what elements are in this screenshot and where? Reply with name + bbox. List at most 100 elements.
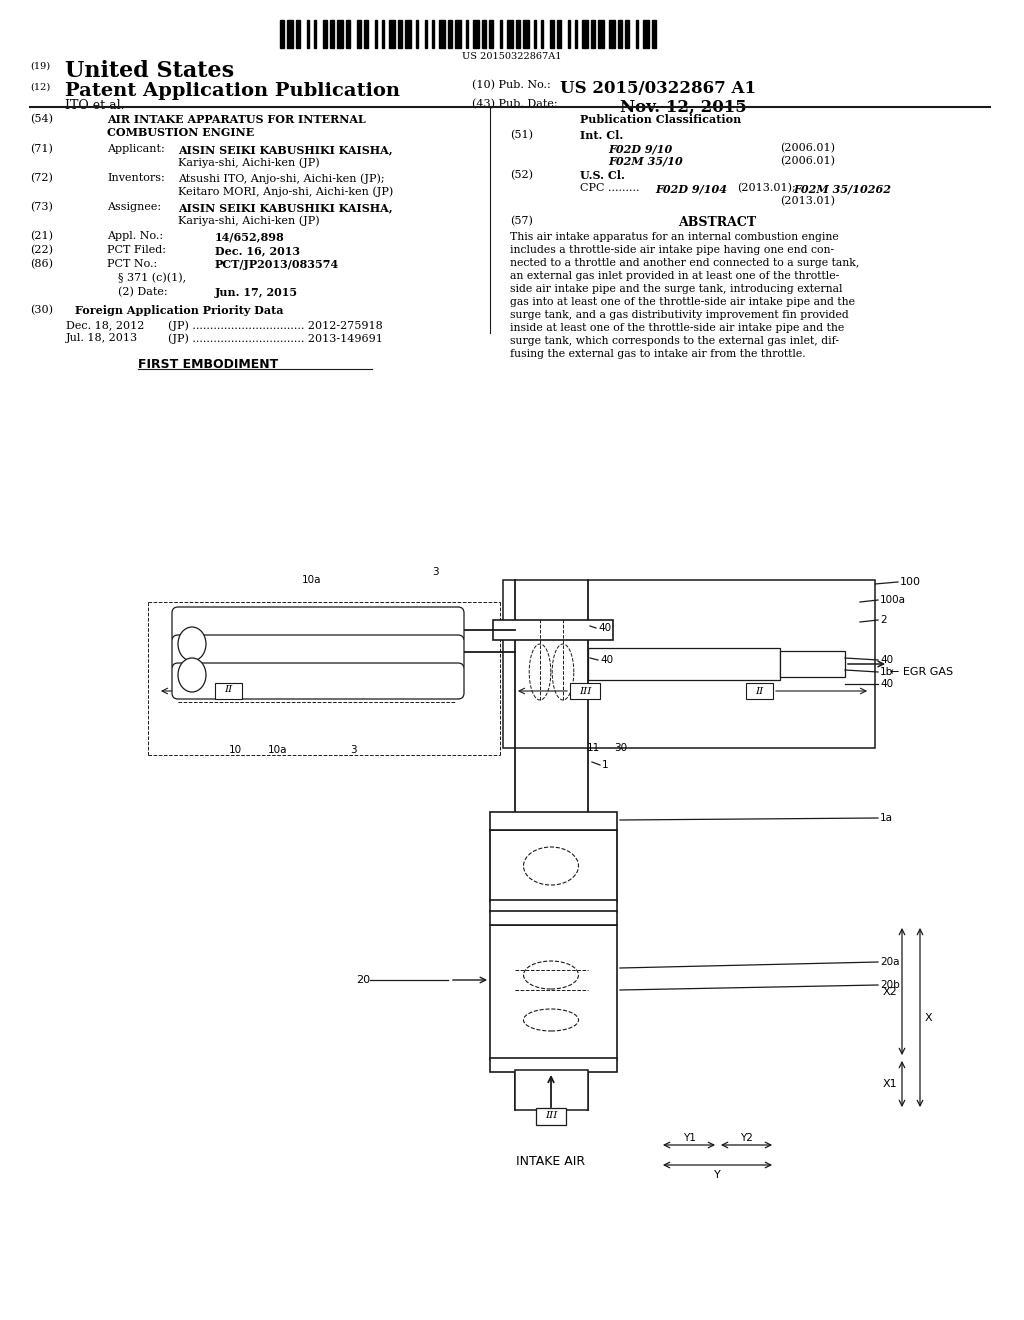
FancyBboxPatch shape xyxy=(172,663,464,700)
Bar xyxy=(490,900,617,912)
Text: includes a throttle-side air intake pipe having one end con-: includes a throttle-side air intake pipe… xyxy=(510,246,835,255)
Text: (2006.01): (2006.01) xyxy=(780,156,835,166)
Bar xyxy=(330,20,334,48)
Text: Int. Cl.: Int. Cl. xyxy=(580,129,624,141)
Bar xyxy=(746,682,773,700)
Text: 10: 10 xyxy=(228,744,242,755)
Bar xyxy=(516,20,520,48)
Text: Dec. 18, 2012: Dec. 18, 2012 xyxy=(66,319,144,330)
Text: Applicant:: Applicant: xyxy=(106,144,165,154)
Text: 100: 100 xyxy=(900,577,921,587)
Text: Assignee:: Assignee: xyxy=(106,202,161,213)
Text: CPC .........: CPC ......... xyxy=(580,183,640,193)
Text: (19): (19) xyxy=(30,62,50,71)
Bar xyxy=(482,20,486,48)
Text: (72): (72) xyxy=(30,173,53,183)
Bar xyxy=(582,20,588,48)
Text: 1: 1 xyxy=(602,760,608,770)
Text: (71): (71) xyxy=(30,144,53,154)
Bar xyxy=(439,20,445,48)
Text: FIRST EMBODIMENT: FIRST EMBODIMENT xyxy=(138,358,279,371)
Text: 11: 11 xyxy=(587,743,600,752)
Text: Y1: Y1 xyxy=(683,1133,695,1143)
Text: 1b: 1b xyxy=(880,667,893,677)
Bar xyxy=(490,812,617,830)
Bar xyxy=(296,20,300,48)
Text: US 20150322867A1: US 20150322867A1 xyxy=(462,51,562,61)
Text: 10a: 10a xyxy=(268,744,288,755)
Bar xyxy=(490,911,617,925)
Text: 20: 20 xyxy=(356,975,370,985)
Text: 100a: 100a xyxy=(880,595,906,605)
Text: (JP) ................................ 2012-275918: (JP) ................................ 20… xyxy=(168,319,383,330)
Bar xyxy=(455,20,461,48)
Text: 20a: 20a xyxy=(880,957,899,968)
Text: 3: 3 xyxy=(349,744,356,755)
Text: 10a: 10a xyxy=(302,576,322,585)
Text: Keitaro MORI, Anjo-shi, Aichi-ken (JP): Keitaro MORI, Anjo-shi, Aichi-ken (JP) xyxy=(178,186,393,197)
Text: PCT Filed:: PCT Filed: xyxy=(106,246,166,255)
Text: (51): (51) xyxy=(510,129,534,140)
Text: (10) Pub. No.:: (10) Pub. No.: xyxy=(472,81,551,90)
Text: (73): (73) xyxy=(30,202,53,213)
Text: F02M 35/10262: F02M 35/10262 xyxy=(793,183,891,194)
Text: Kariya-shi, Aichi-ken (JP): Kariya-shi, Aichi-ken (JP) xyxy=(178,215,319,226)
Text: ABSTRACT: ABSTRACT xyxy=(678,216,756,228)
Text: (21): (21) xyxy=(30,231,53,242)
Text: U.S. Cl.: U.S. Cl. xyxy=(580,170,625,181)
Bar xyxy=(346,20,350,48)
Text: F02M 35/10: F02M 35/10 xyxy=(608,156,683,168)
Bar xyxy=(490,830,617,902)
Text: AISIN SEIKI KABUSHIKI KAISHA,: AISIN SEIKI KABUSHIKI KAISHA, xyxy=(178,144,392,154)
Text: Jun. 17, 2015: Jun. 17, 2015 xyxy=(215,286,298,298)
Bar xyxy=(643,20,649,48)
Text: AISIN SEIKI KABUSHIKI KAISHA,: AISIN SEIKI KABUSHIKI KAISHA, xyxy=(178,202,392,213)
Text: (57): (57) xyxy=(510,216,532,226)
Text: II: II xyxy=(755,686,763,696)
Text: Foreign Application Priority Data: Foreign Application Priority Data xyxy=(75,305,284,315)
Text: (30): (30) xyxy=(30,305,53,315)
Bar xyxy=(575,20,577,48)
Text: (2) Date:: (2) Date: xyxy=(118,286,168,297)
Bar xyxy=(307,20,309,48)
Text: (52): (52) xyxy=(510,170,534,181)
Text: 1a: 1a xyxy=(880,813,893,822)
Text: (JP) ................................ 2013-149691: (JP) ................................ 20… xyxy=(168,333,383,343)
Text: X1: X1 xyxy=(883,1078,897,1089)
Text: (2013.01);: (2013.01); xyxy=(737,183,796,193)
Text: Nov. 12, 2015: Nov. 12, 2015 xyxy=(620,99,746,116)
Text: 2: 2 xyxy=(880,615,887,624)
Bar xyxy=(534,20,536,48)
Bar xyxy=(550,20,554,48)
Text: (2006.01): (2006.01) xyxy=(780,143,835,153)
Bar xyxy=(375,20,377,48)
Text: Inventors:: Inventors: xyxy=(106,173,165,183)
Text: 30: 30 xyxy=(614,743,627,752)
Bar xyxy=(500,20,502,48)
Bar xyxy=(364,20,368,48)
Text: (54): (54) xyxy=(30,114,53,124)
Text: Atsushi ITO, Anjo-shi, Aichi-ken (JP);: Atsushi ITO, Anjo-shi, Aichi-ken (JP); xyxy=(178,173,385,183)
Ellipse shape xyxy=(178,657,206,692)
Text: 14/652,898: 14/652,898 xyxy=(215,231,285,242)
Bar xyxy=(432,20,434,48)
Text: 40: 40 xyxy=(598,623,611,634)
Text: F02D 9/10: F02D 9/10 xyxy=(608,143,672,154)
FancyBboxPatch shape xyxy=(172,607,464,643)
Bar xyxy=(652,20,656,48)
Text: F02D 9/104: F02D 9/104 xyxy=(655,183,727,194)
Text: Y2: Y2 xyxy=(739,1133,753,1143)
Text: Y: Y xyxy=(714,1170,720,1180)
Text: 20b: 20b xyxy=(880,979,900,990)
Text: (2013.01): (2013.01) xyxy=(780,195,835,206)
Bar xyxy=(568,20,570,48)
Bar xyxy=(416,20,418,48)
Bar xyxy=(515,1071,588,1110)
Bar xyxy=(357,20,361,48)
Text: This air intake apparatus for an internal combustion engine: This air intake apparatus for an interna… xyxy=(510,232,839,242)
Text: Dec. 16, 2013: Dec. 16, 2013 xyxy=(215,246,300,256)
Bar xyxy=(215,682,242,700)
Bar xyxy=(591,20,595,48)
Text: (86): (86) xyxy=(30,259,53,269)
Bar xyxy=(337,20,343,48)
